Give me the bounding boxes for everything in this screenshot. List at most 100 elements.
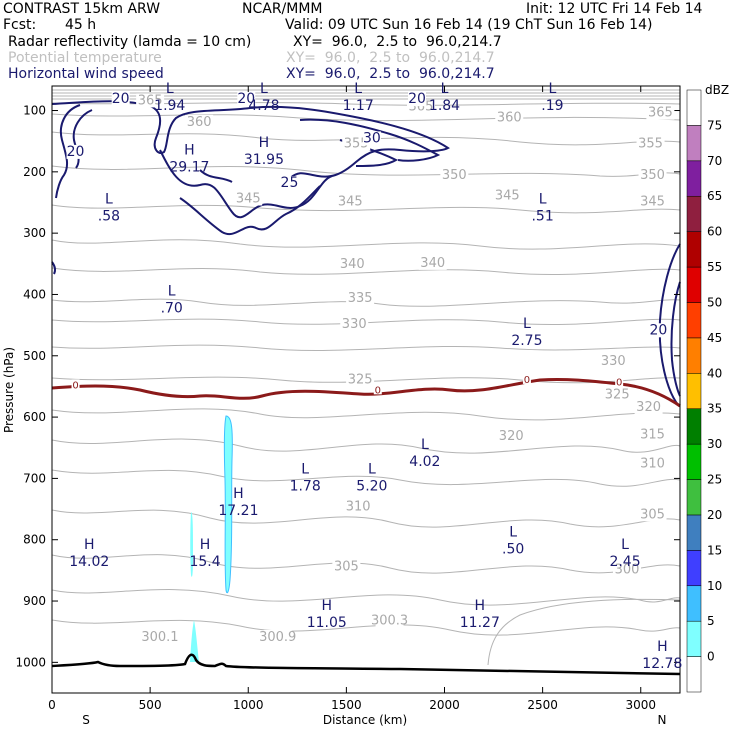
- extremum-marker: H: [233, 486, 244, 502]
- colorbar-swatch: [686, 160, 702, 197]
- theta-label-bg: [599, 353, 628, 368]
- y-tick-label: 400: [23, 287, 46, 301]
- extremum-value: 15.4: [189, 554, 220, 570]
- theta-label-bg: [332, 559, 361, 574]
- theta-label: 365: [138, 93, 163, 108]
- wind-label-bg: [649, 323, 668, 338]
- theta-label: 315: [640, 428, 665, 443]
- forecast-hour: 45 h: [65, 17, 97, 33]
- theta-label: 355: [638, 136, 663, 151]
- x-tick-label: 2500: [527, 698, 558, 712]
- extremum-value: 1.94: [154, 98, 185, 114]
- colorbar-swatch: [686, 302, 702, 339]
- theta-label-bg: [375, 613, 404, 628]
- colorbar-unit: dBZ: [705, 83, 729, 97]
- theta-label-bg: [185, 114, 214, 129]
- theta-label: 305: [640, 507, 665, 522]
- theta-label: 320: [636, 400, 661, 415]
- extremum-marker: L: [301, 461, 309, 477]
- extremum-marker: H: [184, 143, 195, 159]
- extremum-value: 1.84: [429, 98, 460, 114]
- wind-speed-label: 20: [649, 322, 667, 338]
- extremum-marker: L: [368, 461, 376, 477]
- init-time: Init: 12 UTC Fri 14 Feb 14: [526, 1, 703, 17]
- theta-label-bg: [336, 194, 365, 209]
- wind-speed-label: 30: [363, 130, 381, 146]
- colorbar-level-label: 45: [707, 331, 722, 345]
- theta-label: 300.1: [141, 630, 178, 645]
- theta-label-bg: [344, 499, 373, 514]
- theta-label: 325: [605, 388, 630, 403]
- theta-label-bg: [440, 168, 469, 183]
- theta-label: 310: [346, 499, 371, 514]
- extremum-marker: H: [200, 537, 211, 553]
- y-tick-label: 800: [23, 533, 46, 547]
- extremum-marker: L: [168, 284, 176, 300]
- colorbar-level-label: 5: [707, 614, 715, 628]
- field-theta-name: Potential temperature: [8, 50, 162, 66]
- y-axis-title: Pressure (hPa): [2, 347, 16, 433]
- plot-area: [51, 89, 681, 676]
- wind-speed-contours: [51, 100, 681, 407]
- theta-label-bg: [638, 194, 667, 209]
- theta-label-bg: [497, 428, 526, 443]
- colorbar-swatch: [686, 585, 702, 622]
- x-tick-label: 500: [139, 698, 162, 712]
- extremum-value: 31.95: [244, 152, 284, 168]
- wind-speed-label: 20: [408, 91, 426, 107]
- colorbar-swatch: [686, 479, 702, 516]
- y-tick-label: 500: [23, 349, 46, 363]
- theta-label-bg: [613, 562, 642, 577]
- reflectivity-colorbar: 0 5 10 15 20 25 30 35 40 45 50 55 60 65 70 75 dBZ: [686, 83, 729, 693]
- extremum-marker: H: [259, 135, 270, 151]
- y-tick-label: 600: [23, 410, 46, 424]
- theta-label-bg: [346, 290, 375, 305]
- theta-label: 345: [640, 195, 665, 210]
- wind-speed-label: 20: [67, 144, 85, 160]
- colorbar-level-label: 30: [707, 437, 722, 451]
- colorbar-swatch: [686, 408, 702, 445]
- wind-speed-labels: 20 20 20 30 20 25 20: [66, 91, 668, 338]
- colorbar-swatch: [686, 550, 702, 587]
- wind-speed-label: 20: [112, 91, 130, 107]
- theta-label: 305: [334, 559, 359, 574]
- theta-label-bg: [495, 110, 524, 125]
- extremum-marker: L: [441, 81, 449, 97]
- theta-label: 360: [187, 115, 212, 130]
- wind-label-bg: [408, 92, 427, 107]
- colorbar-level-label: 0: [707, 650, 715, 664]
- theta-label-bg: [145, 629, 174, 644]
- y-tick-label: 700: [23, 471, 46, 485]
- extremum-value: 11.05: [307, 615, 347, 631]
- extremum-marker: L: [105, 192, 113, 208]
- freezing-label-bg: [71, 379, 80, 390]
- extremum-marker: L: [421, 437, 429, 453]
- extremum-value: .70: [161, 301, 183, 317]
- x-tick-label: 2000: [429, 698, 460, 712]
- theta-label: 320: [499, 429, 524, 444]
- y-tick-label: 300: [23, 226, 46, 240]
- theta-label-bg: [234, 191, 263, 206]
- freezing-level-labels: 0 0 0 0: [71, 373, 624, 396]
- wind-label-bg: [111, 92, 130, 107]
- freezing-label-bg: [373, 384, 382, 395]
- theta-label-bg: [646, 105, 675, 120]
- extremum-value: 2.45: [609, 554, 640, 570]
- colorbar-level-label: 75: [707, 118, 722, 132]
- wind-label-bg: [280, 176, 299, 191]
- freezing-label: 0: [524, 375, 530, 386]
- extremum-value: 12.78: [642, 656, 682, 672]
- model-title: CONTRAST 15km ARW: [3, 1, 161, 17]
- x-tick-label: 3000: [625, 698, 656, 712]
- wind-label-bg: [66, 144, 85, 159]
- reflectivity-cells: [190, 415, 233, 662]
- freezing-label: 0: [375, 385, 381, 396]
- forecast-label: Fcst:: [3, 17, 37, 33]
- colorbar-level-label: 25: [707, 473, 722, 487]
- extremum-marker: L: [523, 316, 531, 332]
- theta-label: 300: [615, 562, 640, 577]
- extremum-marker: L: [166, 81, 174, 97]
